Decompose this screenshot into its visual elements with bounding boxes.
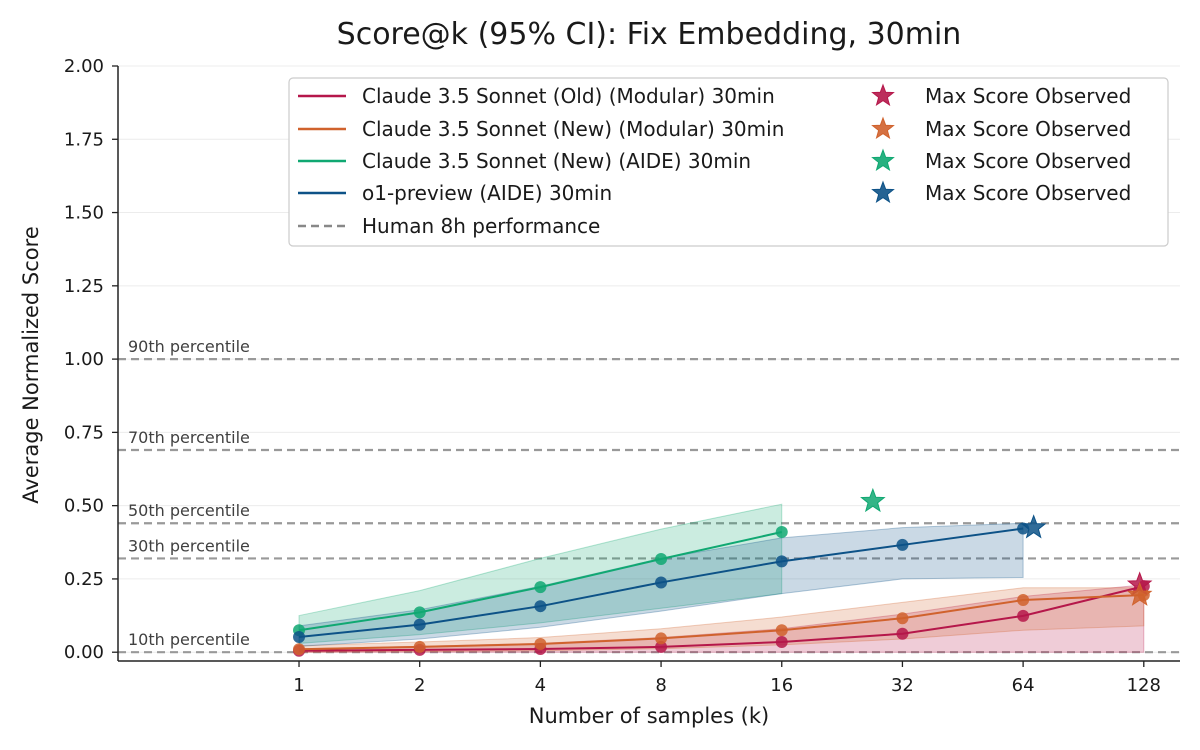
series-line: [299, 585, 1145, 652]
percentile-reference-lines: 90th percentile 70th percentile 50th perce…: [118, 337, 1180, 654]
legend-max-label: Max Score Observed: [925, 117, 1131, 141]
max-score-star: [860, 487, 886, 513]
percentile-label: 90th percentile: [128, 337, 250, 356]
max-score-stars: [860, 487, 1153, 606]
legend-entry-label: Claude 3.5 Sonnet (Old) (Modular) 30min: [362, 84, 775, 108]
x-tick-label: 32: [891, 675, 914, 696]
data-point: [896, 612, 909, 625]
data-point: [775, 526, 788, 539]
data-point: [655, 632, 668, 645]
x-tick-label: 1: [293, 675, 304, 696]
y-tick-label: 1.75: [64, 129, 104, 150]
data-point: [293, 630, 306, 643]
y-tick-label: 0.50: [64, 496, 104, 517]
x-tick-label: 64: [1012, 675, 1035, 696]
data-point: [655, 576, 668, 589]
legend-star-swatch: [871, 83, 895, 107]
percentile-label: 70th percentile: [128, 428, 250, 447]
legend-star-swatch: [871, 148, 895, 172]
x-axis-label: Number of samples (k): [529, 704, 769, 728]
data-point: [1017, 609, 1030, 622]
legend-human-label: Human 8h performance: [362, 214, 600, 238]
x-tick-label: 16: [770, 675, 793, 696]
data-point: [655, 640, 668, 653]
y-tick-label: 1.00: [64, 349, 104, 370]
series-line: [299, 594, 1144, 651]
ci-band: [298, 587, 1145, 653]
percentile-label: 30th percentile: [128, 536, 250, 555]
data-point: [534, 600, 547, 613]
data-point: [655, 553, 668, 565]
legend-entry-label: Claude 3.5 Sonnet (New) (Modular) 30min: [362, 117, 784, 141]
legend-max-label: Max Score Observed: [925, 84, 1131, 108]
data-point: [775, 555, 788, 568]
max-score-star: [1126, 581, 1153, 606]
legend-max-label: Max Score Observed: [925, 149, 1131, 173]
y-tick-label: 0.25: [64, 569, 104, 590]
series-points: [293, 522, 1150, 657]
data-point: [775, 635, 788, 648]
legend: Claude 3.5 Sonnet (Old) (Modular) 30min C…: [288, 77, 1169, 247]
legend-box: [288, 77, 1169, 247]
data-point: [413, 606, 426, 619]
y-tick-label: 1.50: [64, 203, 104, 224]
legend-max-label: Max Score Observed: [925, 181, 1131, 205]
x-tick-label: 8: [655, 675, 666, 696]
data-point: [413, 618, 426, 631]
x-tick-label: 2: [414, 675, 425, 696]
data-point: [534, 581, 547, 594]
y-tick-label: 0.75: [64, 422, 104, 443]
data-point: [775, 624, 788, 637]
y-axis-label: Average Normalized Score: [19, 226, 43, 504]
legend-star-swatch: [871, 116, 895, 140]
legend-entry-label: Claude 3.5 Sonnet (New) (AIDE) 30min: [362, 149, 751, 173]
max-score-star: [1020, 514, 1047, 539]
y-tick-label: 0.00: [64, 642, 104, 663]
x-tick-label: 4: [535, 675, 546, 696]
percentile-label: 10th percentile: [128, 630, 250, 649]
data-point: [293, 643, 306, 656]
y-tick-label: 2.00: [64, 56, 104, 77]
data-point: [534, 638, 547, 650]
data-point: [896, 538, 909, 551]
chart-title: Score@k (95% CI): Fix Embedding, 30min: [337, 17, 962, 52]
data-point: [413, 640, 426, 653]
data-point: [896, 627, 909, 640]
axes: 0.00 0.25 0.50 0.75 1.00 1.25 1.50 1.75 2.00 1 2 4 8…: [64, 56, 1180, 696]
legend-entry-label: o1-preview (AIDE) 30min: [362, 181, 612, 205]
x-tick-label: 128: [1127, 675, 1161, 696]
percentile-label: 50th percentile: [128, 501, 250, 520]
data-point: [1017, 594, 1030, 607]
legend-star-swatch: [871, 180, 895, 204]
y-tick-label: 1.25: [64, 276, 104, 297]
confidence-bands: [298, 503, 1145, 653]
